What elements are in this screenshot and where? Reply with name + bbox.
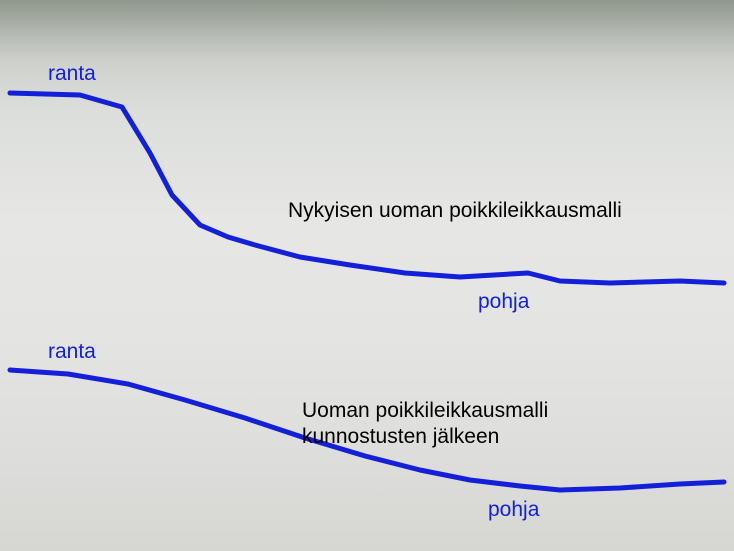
top-ranta-label: ranta [48, 62, 96, 86]
top-caption: Nykyisen uoman poikkileikkausmalli [288, 198, 622, 224]
bottom-pohja-label: pohja [488, 498, 539, 522]
top-profile-line [10, 93, 724, 283]
bottom-caption-line1: Uoman poikkileikkausmalli [302, 398, 548, 424]
bottom-caption-line2: kunnostusten jälkeen [302, 424, 499, 450]
background-treeline [0, 0, 734, 60]
top-pohja-label: pohja [478, 290, 529, 314]
bottom-ranta-label: ranta [48, 340, 96, 364]
top-profile-svg [0, 85, 734, 295]
